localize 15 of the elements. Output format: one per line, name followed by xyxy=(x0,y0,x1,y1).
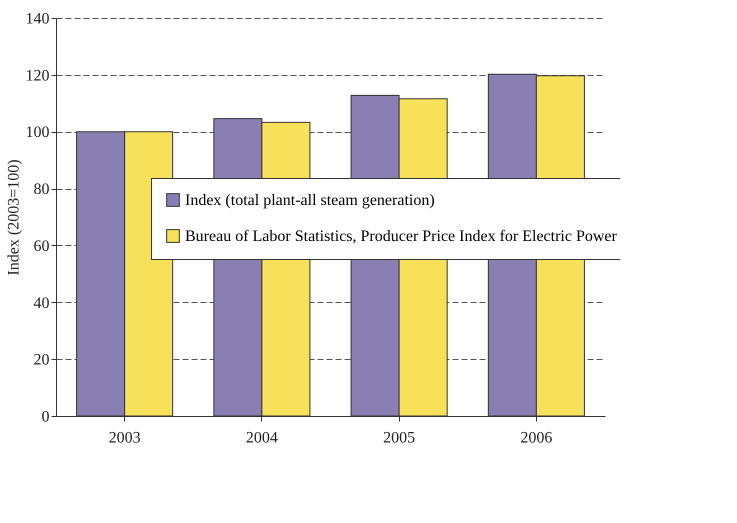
y-tick-label: 80 xyxy=(34,181,50,198)
y-tick-label: 140 xyxy=(26,10,50,28)
x-tick-label: 2004 xyxy=(246,430,278,446)
x-tick-label: 2003 xyxy=(108,430,141,446)
y-tick-label: 120 xyxy=(26,67,50,84)
y-tick-label: 100 xyxy=(26,124,50,142)
y-tick-label: 40 xyxy=(34,294,50,312)
x-tick-label: 2005 xyxy=(383,430,416,446)
x-tick-label: 2006 xyxy=(520,430,552,446)
y-axis-title: Index (2003=100) xyxy=(6,159,22,276)
legend-label: Index (total plant-all steam generation) xyxy=(185,192,435,209)
legend-label: Bureau of Labor Statistics, Producer Price Index for Electric Power xyxy=(185,228,618,245)
y-tick-label: 60 xyxy=(34,238,50,255)
y-tick-label: 0 xyxy=(42,408,50,426)
y-tick-label: 20 xyxy=(34,352,50,369)
